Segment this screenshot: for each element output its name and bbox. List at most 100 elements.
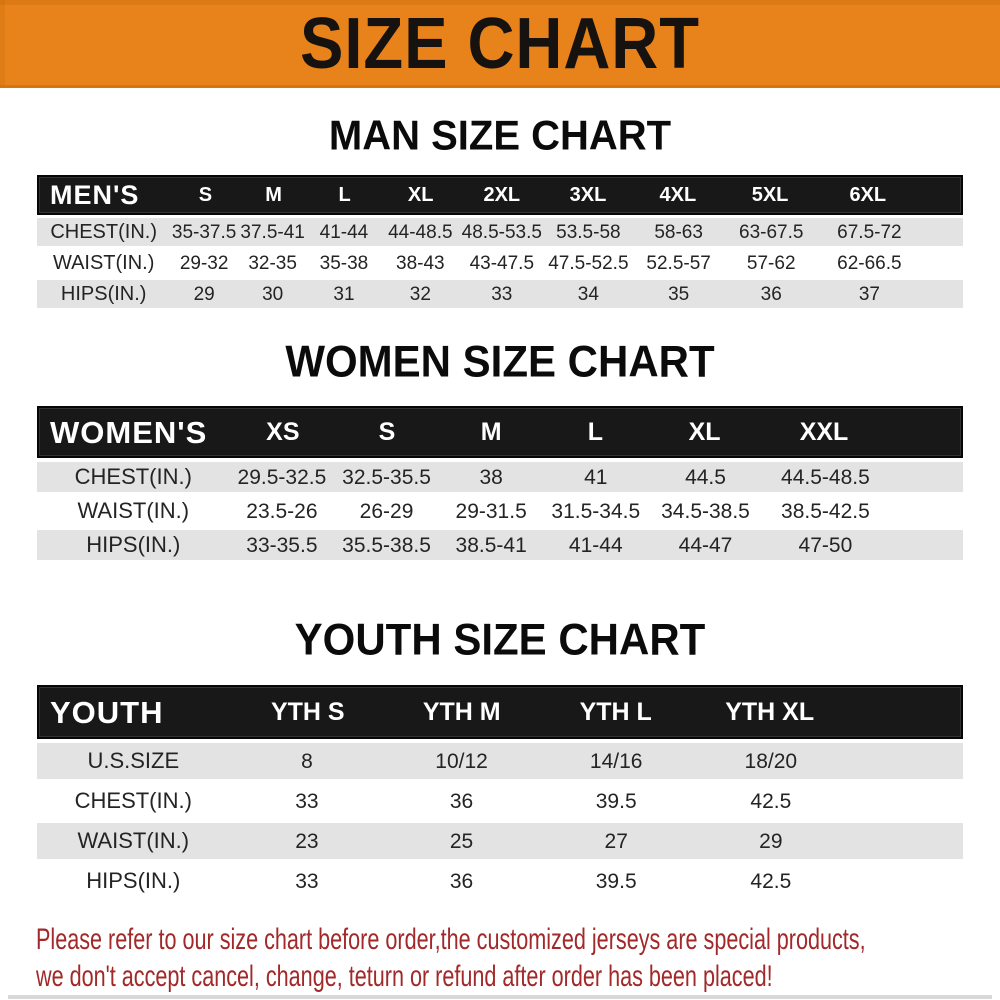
youth-size-header-yth-m: YTH M [422, 697, 501, 726]
youth-value-cell: 33 [295, 789, 319, 813]
youth-value-cell: 25 [449, 829, 474, 853]
women-value-cell: 41 [584, 465, 608, 489]
women-value-cell: 38 [479, 465, 503, 489]
men-value-cell: 35-37.5 [171, 221, 237, 243]
youth-row-label-u-s-size: U.S.SIZE [87, 748, 180, 773]
youth-value-cell: 14/16 [589, 749, 643, 773]
men-value-cell: 44-48.5 [388, 221, 453, 243]
women-value-cell: 44.5-48.5 [781, 465, 870, 489]
disclaimer-line2: we don't accept cancel, change, teturn o… [36, 960, 773, 993]
men-size-header-2xl: 2XL [483, 184, 521, 206]
women-row-label-chest-in: CHEST(IN.) [74, 464, 192, 489]
women-value-cell: 29-31.5 [455, 499, 527, 523]
men-row-hips-in: HIPS(IN.) 29 30 31 32 33 34 35 36 37 [37, 280, 963, 308]
women-value-cell: 29.5-32.5 [237, 465, 327, 489]
men-value-cell: 57-62 [746, 252, 796, 274]
women-row-chest-in: CHEST(IN.) 29.5-32.5 32.5-35.5 38 41 44.5 44.5… [37, 462, 963, 492]
bottom-edge-strip [8, 995, 992, 999]
men-section-title: MAN SIZE CHART [328, 112, 672, 160]
youth-size-header-yth-xl: YTH XL [725, 697, 815, 726]
men-value-cell: 36 [760, 283, 782, 305]
youth-value-cell: 27 [604, 829, 628, 853]
men-value-cell: 35 [668, 283, 690, 305]
women-value-cell: 44-47 [678, 533, 733, 557]
youth-value-cell: 8 [301, 749, 313, 773]
women-value-cell: 31.5-34.5 [551, 499, 641, 523]
women-size-table: WOMEN'S XS S M L XL XXL CHEST(IN.) 29.5-32.5 32.5… [37, 406, 963, 560]
men-value-cell: 53.5-58 [556, 221, 621, 243]
youth-value-cell: 18/20 [744, 749, 798, 773]
women-value-cell: 41-44 [568, 533, 623, 557]
men-value-cell: 37.5-41 [240, 221, 305, 243]
men-value-cell: 30 [262, 283, 284, 305]
youth-value-cell: 29 [759, 829, 783, 853]
banner: SIZE CHART [0, 0, 1000, 88]
men-value-cell: 29 [193, 283, 215, 305]
youth-row-label-chest-in: CHEST(IN.) [74, 788, 192, 813]
banner-title: SIZE CHART [300, 1, 700, 84]
men-value-cell: 52.5-57 [646, 252, 711, 274]
women-value-cell: 38.5-42.5 [781, 499, 870, 523]
men-value-cell: 32-35 [248, 252, 297, 274]
youth-row-label-hips-in: HIPS(IN.) [86, 868, 181, 893]
women-row-waist-in: WAIST(IN.) 23.5-26 26-29 29-31.5 31.5-34.5 34… [37, 496, 963, 526]
men-size-table: MEN'S S M L XL 2XL 3XL 4XL 5XL 6XL CHEST(IN.) 35-37… [37, 175, 963, 308]
men-size-header-xl: XL [407, 184, 434, 206]
men-value-cell: 31 [333, 283, 355, 305]
youth-row-u-s-size: U.S.SIZE 8 10/12 14/16 18/20 [37, 743, 963, 779]
youth-header-label: YOUTH [50, 694, 164, 730]
women-value-cell: 38.5-41 [455, 533, 527, 557]
youth-size-header-yth-s: YTH S [270, 697, 345, 726]
women-size-header-s: S [378, 417, 396, 446]
youth-value-cell: 42.5 [750, 789, 792, 813]
men-value-cell: 37 [858, 283, 880, 305]
youth-value-cell: 10/12 [435, 749, 488, 773]
women-size-header-xs: XS [266, 417, 300, 446]
youth-size-table: YOUTH YTH S YTH M YTH L YTH XL U.S.SIZE 8 10/12… [37, 685, 963, 899]
tables-container: MAN SIZE CHART MEN'S S M L XL 2XL 3XL 4XL 5XL 6XL C… [0, 112, 1000, 899]
women-size-header-xxl: XXL [799, 417, 849, 446]
youth-row-waist-in: WAIST(IN.) 23 25 27 29 [37, 823, 963, 859]
men-value-cell: 29-32 [179, 252, 229, 274]
youth-section-title: YOUTH SIZE CHART [294, 614, 706, 665]
men-value-cell: 32 [409, 283, 431, 305]
men-value-cell: 33 [491, 283, 513, 305]
youth-value-cell: 39.5 [595, 869, 637, 893]
men-value-cell: 41-44 [319, 221, 369, 243]
women-row-hips-in: HIPS(IN.) 33-35.5 35.5-38.5 38.5-41 41-44 44-… [37, 530, 963, 560]
women-size-header-m: M [480, 417, 502, 446]
men-value-cell: 38-43 [396, 252, 445, 274]
women-size-header-xl: XL [688, 417, 721, 446]
men-size-header-4xl: 4XL [659, 184, 697, 206]
men-size-header-s: S [198, 184, 213, 206]
women-value-cell: 32.5-35.5 [342, 465, 431, 489]
men-value-cell: 48.5-53.5 [461, 221, 542, 243]
women-value-cell: 23.5-26 [246, 499, 318, 523]
women-value-cell: 33-35.5 [246, 533, 318, 557]
women-row-label-hips-in: HIPS(IN.) [86, 532, 181, 557]
men-value-cell: 34 [577, 283, 599, 305]
men-value-cell: 47.5-52.5 [548, 252, 629, 274]
men-table-header: MEN'S S M L XL 2XL 3XL 4XL 5XL 6XL [37, 175, 963, 215]
men-row-label-hips-in: HIPS(IN.) [60, 283, 147, 305]
men-value-cell: 58-63 [654, 221, 703, 243]
men-size-header-3xl: 3XL [569, 184, 607, 206]
youth-value-cell: 23 [295, 829, 319, 853]
women-value-cell: 26-29 [359, 499, 414, 523]
women-table-header: WOMEN'S XS S M L XL XXL [37, 406, 963, 458]
men-value-cell: 67.5-72 [837, 221, 902, 243]
disclaimer: Please refer to our size chart before or… [36, 921, 1000, 995]
youth-value-cell: 33 [295, 869, 319, 893]
disclaimer-line1: Please refer to our size chart before or… [36, 923, 866, 956]
men-size-header-5xl: 5XL [751, 184, 789, 206]
youth-value-cell: 36 [449, 789, 474, 813]
men-size-header-m: M [265, 184, 282, 206]
youth-row-hips-in: HIPS(IN.) 33 36 39.5 42.5 [37, 863, 963, 899]
youth-value-cell: 39.5 [595, 789, 637, 813]
women-size-header-l: L [587, 417, 603, 446]
youth-table-header: YOUTH YTH S YTH M YTH L YTH XL [37, 685, 963, 739]
women-section-title: WOMEN SIZE CHART [285, 336, 715, 387]
women-value-cell: 34.5-38.5 [661, 499, 750, 523]
women-header-label: WOMEN'S [50, 414, 208, 450]
